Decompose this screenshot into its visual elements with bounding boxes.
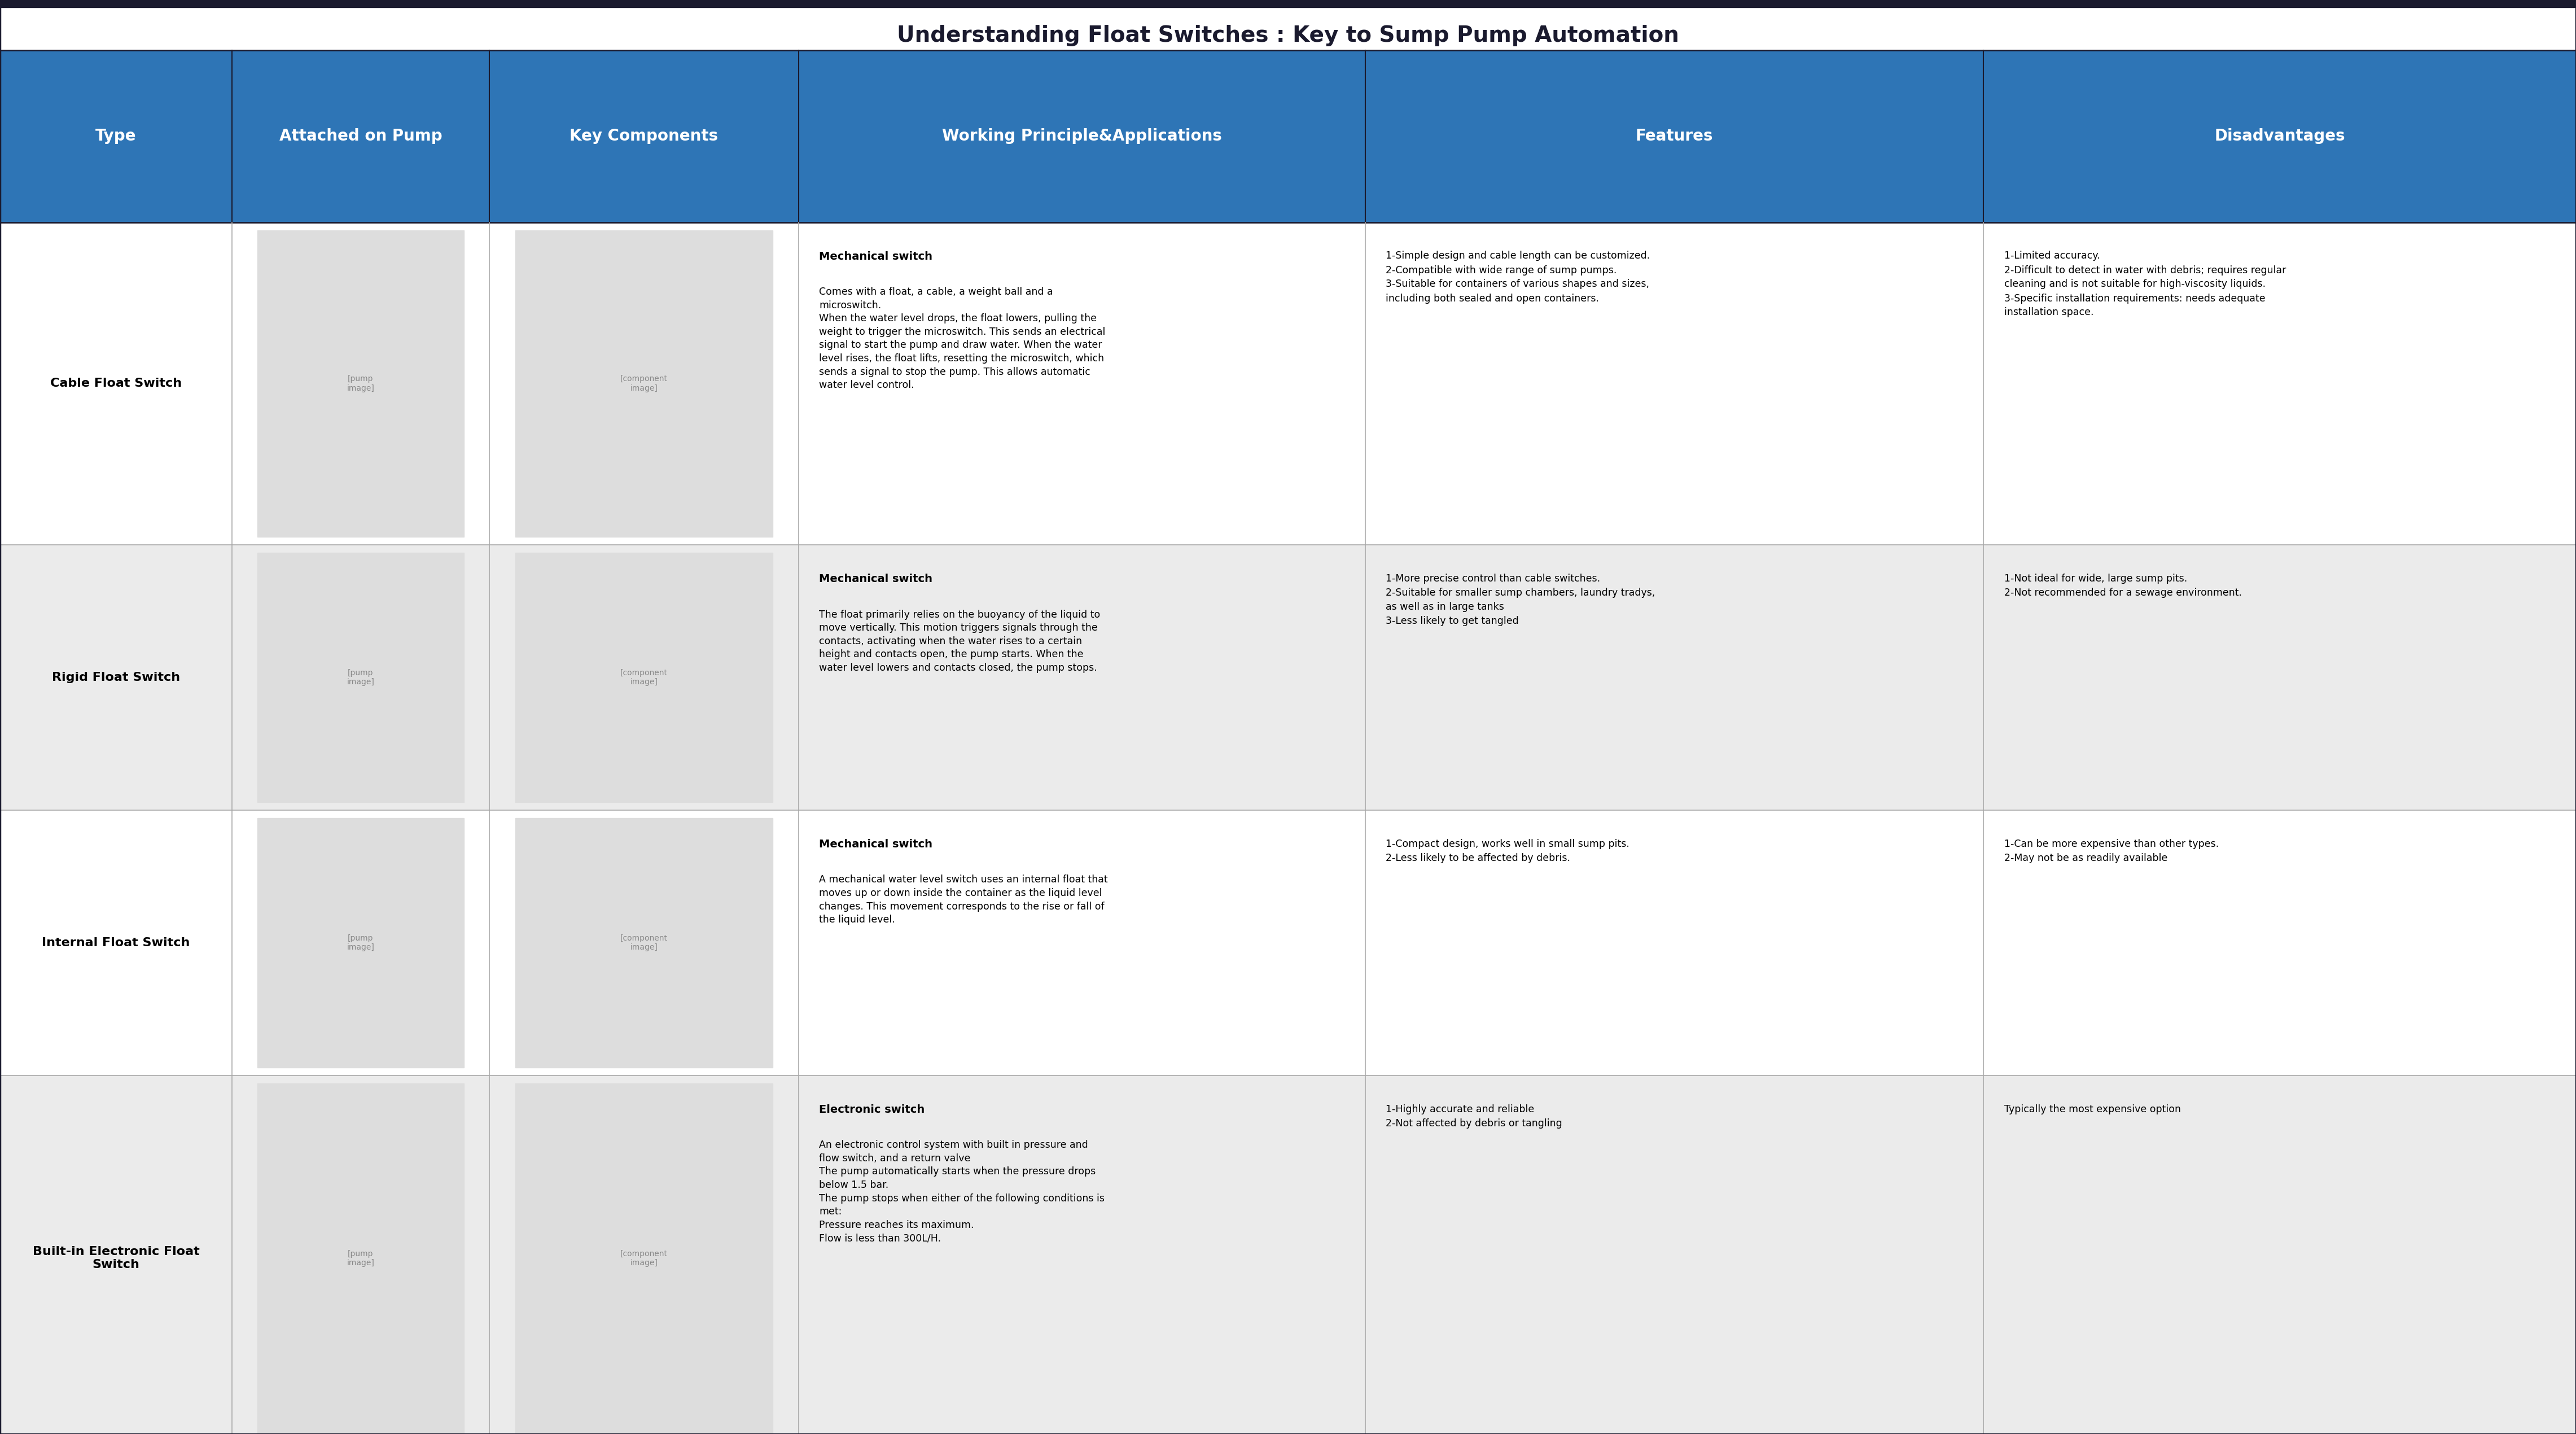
Text: 1-Not ideal for wide, large sump pits.
2-Not recommended for a sewage environmen: 1-Not ideal for wide, large sump pits. 2…	[2004, 574, 2241, 598]
Text: Built-in Electronic Float
Switch: Built-in Electronic Float Switch	[33, 1246, 198, 1271]
Bar	[515, 554, 773, 802]
Bar	[0, 0, 2576, 7]
Text: A mechanical water level switch uses an internal float that
moves up or down ins: A mechanical water level switch uses an …	[819, 875, 1108, 925]
Text: [component
image]: [component image]	[621, 935, 667, 951]
Bar	[515, 231, 773, 536]
Text: [pump
image]: [pump image]	[348, 376, 374, 391]
Text: [component
image]: [component image]	[621, 1250, 667, 1266]
Text: 1-More precise control than cable switches.
2-Suitable for smaller sump chambers: 1-More precise control than cable switch…	[1386, 574, 1656, 627]
Bar	[0, 545, 2576, 810]
Text: The float primarily relies on the buoyancy of the liquid to
move vertically. Thi: The float primarily relies on the buoyan…	[819, 609, 1100, 673]
Text: Mechanical switch: Mechanical switch	[819, 574, 933, 584]
Bar	[515, 819, 773, 1067]
Text: Attached on Pump: Attached on Pump	[278, 128, 443, 145]
Text: Cable Float Switch: Cable Float Switch	[49, 379, 183, 389]
Text: 1-Simple design and cable length can be customized.
2-Compatible with wide range: 1-Simple design and cable length can be …	[1386, 251, 1651, 304]
Bar	[0, 50, 2576, 222]
Text: [pump
image]: [pump image]	[348, 670, 374, 685]
Text: 1-Compact design, works well in small sump pits.
2-Less likely to be affected by: 1-Compact design, works well in small su…	[1386, 839, 1631, 863]
Text: Key Components: Key Components	[569, 128, 719, 145]
Text: [component
image]: [component image]	[621, 376, 667, 391]
Text: Mechanical switch: Mechanical switch	[819, 839, 933, 849]
Text: Electronic switch: Electronic switch	[819, 1104, 925, 1114]
Bar	[258, 819, 464, 1067]
Text: [component
image]: [component image]	[621, 670, 667, 685]
Text: Features: Features	[1636, 128, 1713, 145]
Text: Typically the most expensive option: Typically the most expensive option	[2004, 1104, 2182, 1114]
Bar	[258, 1084, 464, 1433]
Text: An electronic control system with built in pressure and
flow switch, and a retur: An electronic control system with built …	[819, 1140, 1105, 1243]
Text: 1-Can be more expensive than other types.
2-May not be as readily available: 1-Can be more expensive than other types…	[2004, 839, 2218, 863]
Text: Internal Float Switch: Internal Float Switch	[41, 938, 191, 948]
Text: Mechanical switch: Mechanical switch	[819, 251, 933, 261]
Bar	[0, 0, 2576, 50]
Text: Rigid Float Switch: Rigid Float Switch	[52, 673, 180, 683]
Text: Understanding Float Switches : Key to Sump Pump Automation: Understanding Float Switches : Key to Su…	[896, 26, 1680, 46]
Bar	[515, 1084, 773, 1433]
Bar	[0, 1076, 2576, 1434]
Text: Disadvantages: Disadvantages	[2215, 128, 2344, 145]
Text: 1-Limited accuracy.
2-Difficult to detect in water with debris; requires regular: 1-Limited accuracy. 2-Difficult to detec…	[2004, 251, 2285, 317]
Text: [pump
image]: [pump image]	[348, 935, 374, 951]
Bar	[258, 231, 464, 536]
Text: Working Principle&Applications: Working Principle&Applications	[943, 128, 1221, 145]
Bar	[258, 554, 464, 802]
Bar	[0, 222, 2576, 545]
Text: [pump
image]: [pump image]	[348, 1250, 374, 1266]
Text: Comes with a float, a cable, a weight ball and a
microswitch.
When the water lev: Comes with a float, a cable, a weight ba…	[819, 287, 1105, 390]
Text: Type: Type	[95, 128, 137, 145]
Text: 1-Highly accurate and reliable
2-Not affected by debris or tangling: 1-Highly accurate and reliable 2-Not aff…	[1386, 1104, 1564, 1129]
Bar	[0, 810, 2576, 1076]
